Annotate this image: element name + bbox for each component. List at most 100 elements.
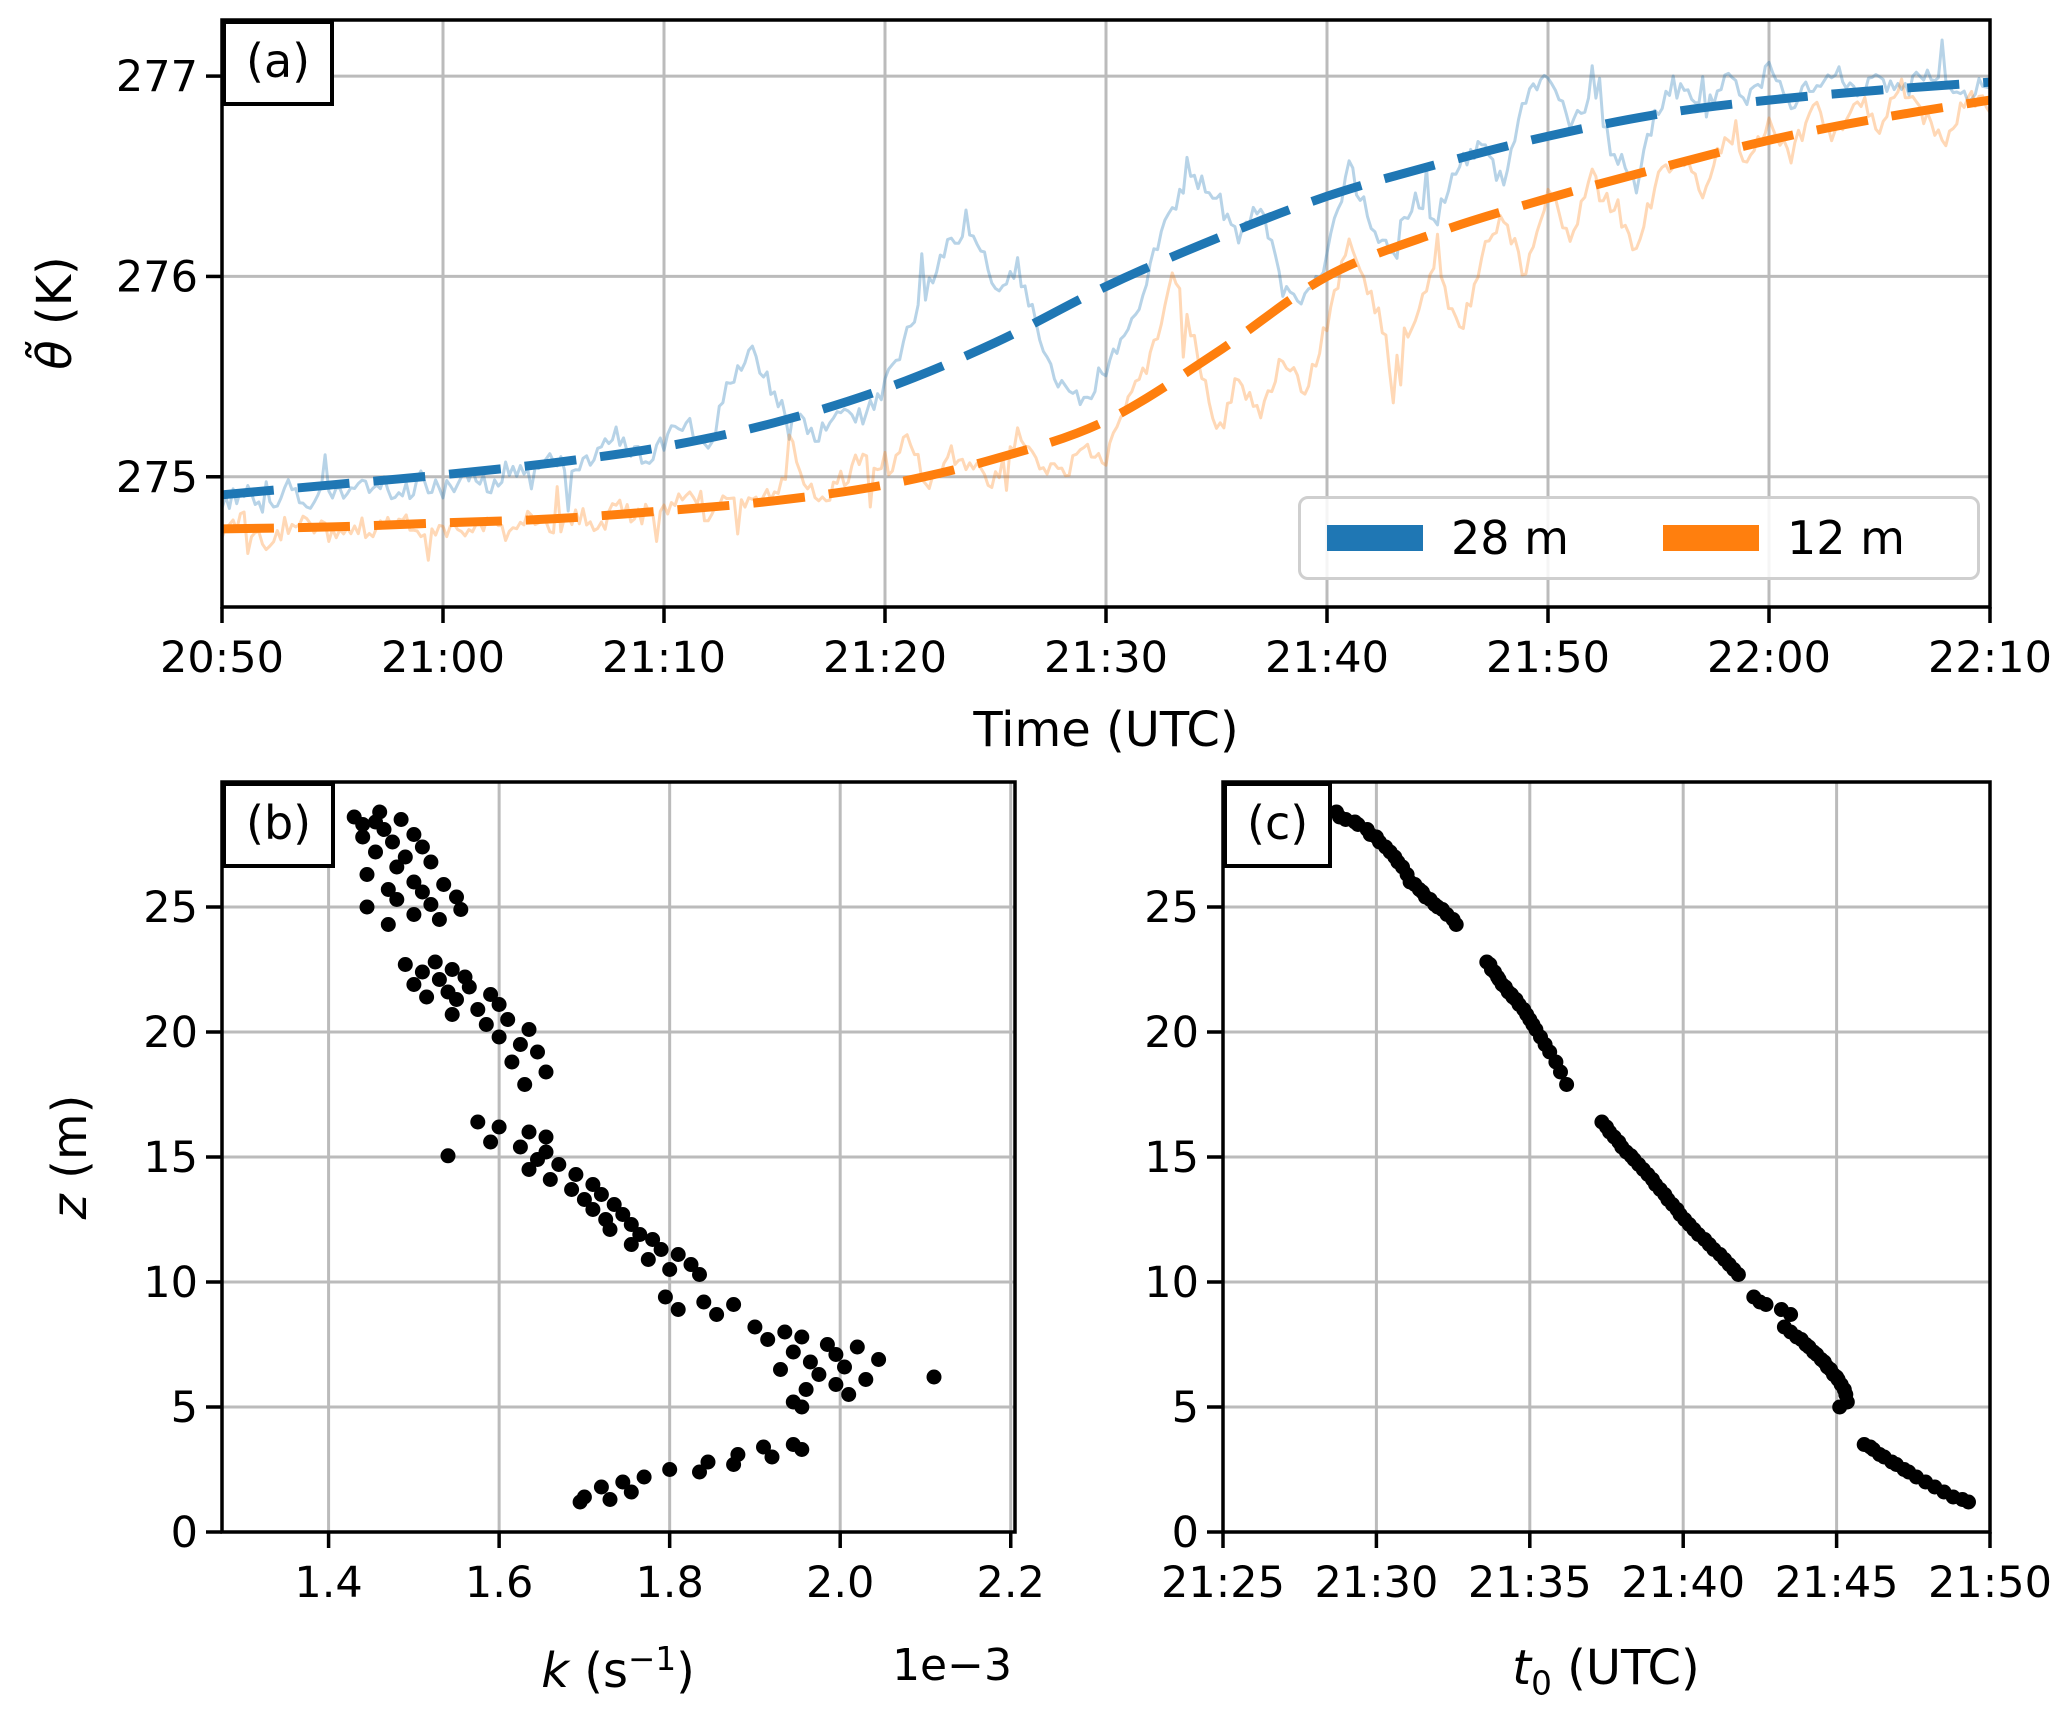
y-tick-label: 277 <box>116 52 198 102</box>
scatter-point <box>444 962 460 977</box>
scatter-point <box>414 839 430 855</box>
scatter-point <box>1448 917 1464 932</box>
scatter-point <box>406 874 422 890</box>
scatter-point <box>785 1344 801 1360</box>
x-tick-label: 2.2 <box>977 1558 1045 1608</box>
scatter-point <box>871 1352 887 1367</box>
x-tick-label: 21:50 <box>1486 633 1610 683</box>
scatter-point <box>1961 1494 1976 1510</box>
scatter-point <box>491 1119 507 1135</box>
y-tick-label: 10 <box>1144 1258 1199 1308</box>
x-tick-label: 1.6 <box>465 1558 533 1608</box>
scatter-point <box>585 1177 601 1192</box>
scatter-point <box>773 1362 788 1377</box>
x-tick-label: 21:50 <box>1928 1558 2052 1608</box>
x-tick-label: 21:40 <box>1265 633 1389 683</box>
scatter-point <box>397 957 413 972</box>
x-tick-label: 20:50 <box>160 633 284 683</box>
y-tick-label: 5 <box>171 1383 198 1433</box>
y-tick-label: 25 <box>143 883 198 933</box>
scatter-point <box>653 1242 669 1257</box>
scatter-point <box>521 1162 537 1177</box>
scatter-point <box>572 1494 588 1510</box>
scatter-point <box>700 1454 716 1470</box>
scatter-point <box>632 1227 648 1242</box>
panel-c: 21:25 21:30 21:35 21:40 21:45 21:50 0 5 10 15 20 25 <box>1144 780 2052 1608</box>
scatter-point <box>393 812 409 827</box>
x-tick-label: 22:10 <box>1928 633 2052 683</box>
scatter-point <box>1553 1064 1568 1080</box>
scatter-point <box>517 1077 533 1092</box>
scatter-point <box>662 1462 678 1477</box>
scatter-point <box>406 827 422 842</box>
scatter-point <box>483 1134 499 1150</box>
scatter-point <box>623 1484 639 1500</box>
scatter-point <box>542 1172 558 1187</box>
scatter-point <box>376 822 392 837</box>
scatter-point <box>858 1372 874 1387</box>
panel-b-letter: (b) <box>222 782 336 868</box>
x-tick-label: 1.8 <box>635 1558 703 1608</box>
scatter-point <box>828 1347 844 1362</box>
scatter-point <box>726 1457 742 1472</box>
scatter-point <box>453 902 469 917</box>
scatter-point <box>530 1152 545 1167</box>
scatter-point <box>1832 1399 1848 1415</box>
scatter-point <box>530 1044 545 1060</box>
scatter-point <box>389 892 405 907</box>
scatter-point <box>696 1294 712 1310</box>
scatter-point <box>385 834 400 850</box>
x-tick-label: 1.4 <box>294 1558 362 1608</box>
scatter-point <box>368 844 383 860</box>
scatter-point <box>593 1187 609 1202</box>
y-tick-label: 20 <box>143 1008 198 1058</box>
scatter-point <box>615 1207 631 1222</box>
scatter-point <box>585 1202 601 1217</box>
scatter-point <box>849 1339 865 1355</box>
scatter-point <box>538 1129 554 1145</box>
scatter-point <box>538 1064 554 1080</box>
scatter-point <box>568 1167 584 1182</box>
legend-swatch-28m <box>1327 525 1423 551</box>
scatter-point <box>777 1324 793 1340</box>
scatter-point <box>615 1474 631 1490</box>
panel-a-letter: (a) <box>222 20 335 106</box>
scatter-point <box>1783 1307 1799 1322</box>
scatter-point <box>798 1382 814 1397</box>
scatter-point <box>512 1037 528 1052</box>
scatter-point <box>470 1114 486 1130</box>
legend-item-12m: 12 m <box>1662 511 1905 565</box>
scatter-point <box>483 987 499 1002</box>
scatter-point <box>593 1479 609 1495</box>
scatter-point <box>389 859 405 875</box>
legend-label-12m: 12 m <box>1786 511 1905 565</box>
y-tick-label: 20 <box>1144 1008 1199 1058</box>
y-tick-label: 15 <box>143 1133 198 1183</box>
x-tick-label: 21:10 <box>602 633 726 683</box>
scatter-point <box>380 882 396 897</box>
panel-c-xlabel: t0 (UTC) <box>1512 1640 1700 1703</box>
y-tick-label: 10 <box>143 1258 198 1308</box>
scatter-point <box>811 1367 827 1382</box>
scatter-point <box>551 1157 567 1172</box>
y-tick-label: 5 <box>1172 1383 1199 1433</box>
scatter-point <box>645 1232 661 1247</box>
scatter-point <box>419 989 435 1005</box>
scatter-point <box>449 889 464 905</box>
y-tick-label: 0 <box>171 1508 198 1558</box>
scatter-point <box>623 1217 639 1232</box>
scatter-point <box>657 1289 673 1305</box>
y-tick-label: 25 <box>1144 883 1199 933</box>
scatter-point <box>478 1017 494 1032</box>
scatter-point <box>414 964 430 980</box>
panel-b-offset-label: 1e−3 <box>892 1640 1012 1691</box>
scatter-point <box>709 1307 725 1322</box>
scatter-point <box>602 1492 618 1507</box>
x-tick-label: 21:45 <box>1775 1558 1899 1608</box>
scatter-point <box>397 849 413 865</box>
panel-a: 20:50 21:00 21:10 21:20 21:30 21:40 21:50 22:00… <box>116 18 2052 683</box>
scatter-point <box>500 1012 516 1027</box>
scatter-point <box>926 1369 942 1385</box>
legend: 28 m 12 m <box>1298 496 1980 580</box>
